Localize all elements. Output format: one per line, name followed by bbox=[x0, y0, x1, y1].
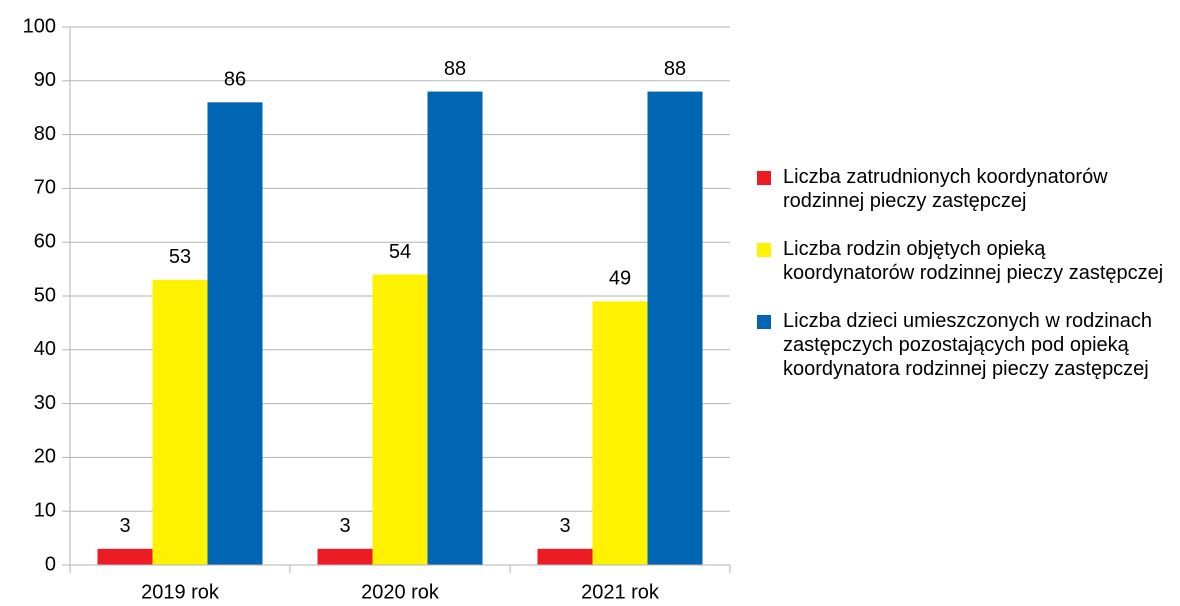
bar bbox=[592, 301, 648, 565]
legend-label: Liczba dzieci umieszczonych w rodzinach z… bbox=[783, 310, 1152, 380]
y-tick-label: 40 bbox=[34, 338, 56, 360]
legend-swatch bbox=[757, 315, 771, 329]
y-tick-label: 20 bbox=[34, 446, 56, 468]
y-tick-label: 100 bbox=[23, 15, 56, 37]
value-label: 3 bbox=[119, 515, 130, 537]
legend-label: Liczba rodzin objętych opieką koordynator… bbox=[783, 238, 1163, 284]
bar bbox=[152, 279, 208, 565]
value-label: 88 bbox=[444, 58, 466, 80]
y-tick-label: 0 bbox=[45, 553, 56, 575]
value-label: 53 bbox=[169, 246, 191, 268]
y-tick-label: 90 bbox=[34, 69, 56, 91]
x-tick-label: 2019 rok bbox=[141, 581, 220, 603]
bar bbox=[207, 102, 263, 565]
value-label: 49 bbox=[609, 268, 631, 290]
value-label: 54 bbox=[389, 241, 411, 263]
bar bbox=[427, 91, 483, 565]
y-tick-label: 80 bbox=[34, 123, 56, 145]
bar bbox=[317, 548, 373, 565]
bar bbox=[97, 548, 153, 565]
x-tick-label: 2021 rok bbox=[581, 581, 660, 603]
bar bbox=[372, 274, 428, 565]
bar bbox=[537, 548, 593, 565]
x-tick-label: 2020 rok bbox=[361, 581, 440, 603]
legend-label: Liczba zatrudnionych koordynatorów rodzin… bbox=[783, 166, 1108, 212]
bar bbox=[647, 91, 703, 565]
y-tick-label: 50 bbox=[34, 284, 56, 306]
y-tick-label: 60 bbox=[34, 230, 56, 252]
value-label: 3 bbox=[339, 515, 350, 537]
value-label: 86 bbox=[224, 69, 246, 91]
y-tick-label: 30 bbox=[34, 392, 56, 414]
legend-swatch bbox=[757, 171, 771, 185]
legend-swatch bbox=[757, 243, 771, 257]
value-label: 3 bbox=[559, 515, 570, 537]
y-tick-label: 10 bbox=[34, 499, 56, 521]
value-label: 88 bbox=[664, 58, 686, 80]
y-tick-label: 70 bbox=[34, 177, 56, 199]
